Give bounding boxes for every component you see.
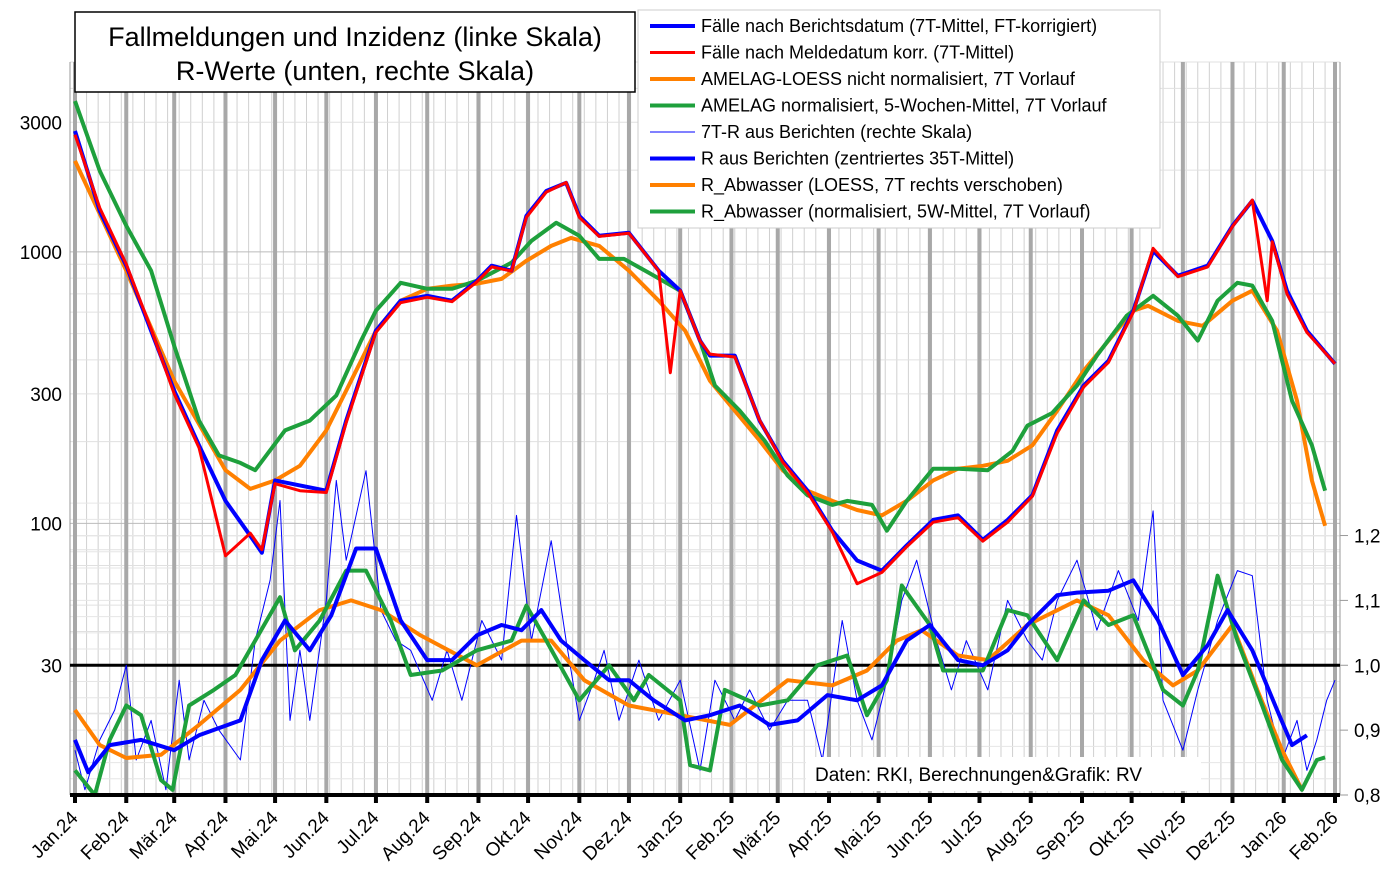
source-note: Daten: RKI, Berechnungen&Grafik: RV	[815, 765, 1142, 786]
y-left-tick-label: 30	[41, 656, 62, 677]
y-axis-right: 1,2 1,1 1,0 0,9 0,8	[1340, 527, 1380, 807]
x-tick-label: Nov.25	[1134, 808, 1190, 864]
x-tick-label: Okt.24	[481, 807, 536, 862]
legend-label: Fälle nach Berichtsdatum (7T-Mittel, FT-…	[701, 16, 1097, 36]
x-tick-label: Mai.24	[227, 807, 282, 862]
source-frame	[806, 757, 1201, 791]
series-line-2	[73, 160, 1328, 527]
y-left-tick-label: 300	[30, 385, 62, 406]
legend-label: R_Abwasser (LOESS, 7T rechts verschoben)	[701, 175, 1063, 196]
y-left-tick-label: 100	[30, 514, 62, 535]
y-right-tick-label: 0,9	[1354, 721, 1380, 742]
y-left-tick-label: 3000	[20, 113, 62, 134]
x-tick-label: Aug.25	[981, 808, 1038, 865]
legend-label: R_Abwasser (normalisiert, 5W-Mittel, 7T …	[701, 202, 1090, 223]
legend-label: AMELAG-LOESS nicht normalisiert, 7T Vorl…	[701, 69, 1076, 89]
x-tick-label: Jul.24	[333, 807, 384, 858]
x-tick-label: Dez.25	[1183, 808, 1240, 865]
x-tick-label: Mär.25	[729, 808, 785, 864]
series-line-4	[74, 470, 1336, 791]
x-tick-label: Okt.25	[1085, 808, 1139, 862]
x-tick-label: Nov.24	[530, 807, 587, 864]
legend-label: R aus Berichten (zentriertes 35T-Mittel)	[701, 149, 1014, 169]
x-tick-label: Jan.26	[1236, 808, 1291, 863]
x-tick-label: Sep.25	[1032, 808, 1089, 865]
y-axis-left: 3000 1000 300 100 30	[20, 113, 62, 677]
x-tick-label: Jul.25	[936, 808, 987, 859]
series-line-7	[73, 568, 1326, 797]
y-right-tick-label: 1,1	[1354, 591, 1380, 612]
x-tick-label: Sep.24	[429, 807, 487, 865]
x-tick-label: Jan.24	[27, 807, 82, 862]
x-tick-label: Jan.25	[633, 808, 688, 863]
series-line-1	[73, 134, 1337, 586]
legend-label: Fälle nach Meldedatum korr. (7T-Mittel)	[701, 43, 1014, 63]
x-tick-label: Apr.24	[179, 807, 233, 861]
legend: Fälle nach Berichtsdatum (7T-Mittel, FT-…	[637, 9, 1161, 229]
source-box: Daten: RKI, Berechnungen&Grafik: RV	[806, 757, 1201, 791]
series-layer	[70, 100, 1340, 797]
x-tick-label: Dez.24	[579, 807, 637, 865]
x-tick-label: Aug.24	[377, 807, 435, 865]
legend-label: 7T-R aus Berichten (rechte Skala)	[701, 122, 972, 142]
series-line-5	[73, 546, 1308, 775]
x-axis: Jan.24Feb.24Mär.24Apr.24Mai.24Jun.24Jul.…	[27, 795, 1343, 865]
x-tick-label: Mär.24	[126, 807, 182, 863]
title-box: Fallmeldungen und Inzidenz (linke Skala)…	[74, 11, 636, 93]
x-tick-label: Jun.24	[279, 807, 334, 862]
x-tick-label: Mai.25	[831, 808, 886, 863]
x-tick-label: Feb.25	[682, 808, 739, 865]
y-right-tick-label: 0,8	[1354, 786, 1380, 807]
chart-title-line1: Fallmeldungen und Inzidenz (linke Skala)	[108, 22, 602, 52]
legend-label: AMELAG normalisiert, 5-Wochen-Mittel, 7T…	[701, 96, 1107, 116]
legend-frame	[637, 9, 1161, 229]
x-tick-label: Apr.25	[783, 808, 837, 862]
title-frame	[74, 11, 636, 93]
series-line-3	[73, 100, 1328, 533]
x-tick-label: Jun.25	[882, 808, 937, 863]
chart-title-line2: R-Werte (unten, rechte Skala)	[176, 56, 534, 86]
y-right-tick-label: 1,0	[1354, 656, 1380, 677]
x-tick-label: Feb.26	[1286, 808, 1343, 865]
y-left-tick-label: 1000	[20, 243, 62, 264]
x-tick-label: Feb.24	[77, 807, 134, 864]
y-right-tick-label: 1,2	[1354, 527, 1380, 548]
